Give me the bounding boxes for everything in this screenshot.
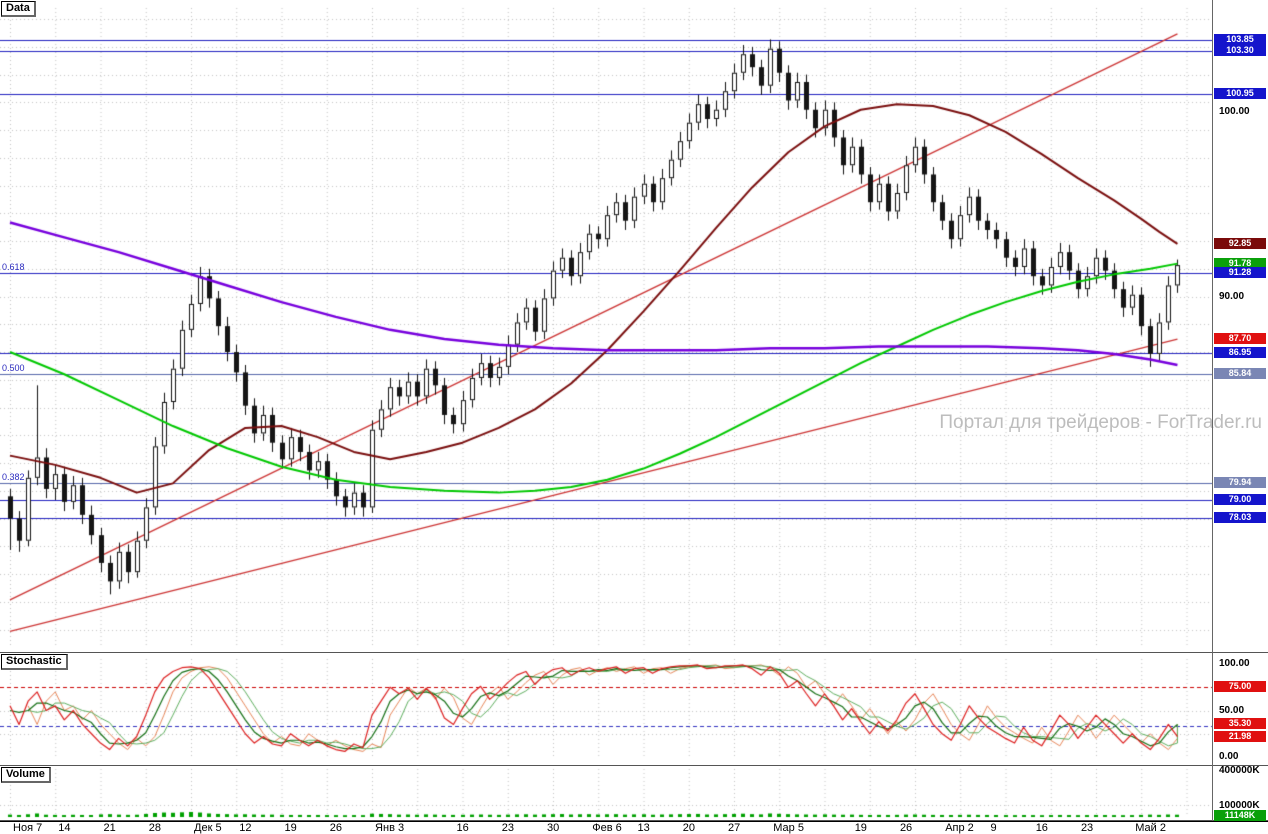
volume-canvas[interactable] — [0, 766, 1212, 820]
volume-panel: Volume — [0, 766, 1268, 821]
price-axis-label: 79.94 — [1214, 476, 1266, 488]
date-axis-label: 23 — [501, 822, 514, 834]
price-axis-label: 103.85 — [1214, 34, 1266, 46]
date-axis-label: Фев 6 — [592, 822, 622, 834]
panel-tab-volume[interactable]: Volume — [1, 767, 51, 783]
date-axis-label: Май 2 — [1135, 822, 1166, 834]
volume-axis-label: 100000K — [1219, 799, 1260, 811]
date-axis-label: 20 — [682, 822, 695, 834]
date-axis-label: 9 — [990, 822, 997, 834]
date-axis-label: 12 — [239, 822, 252, 834]
axis-divider — [1212, 0, 1213, 821]
price-axis-label: 91.78 — [1214, 257, 1266, 269]
stochastic-axis-label: 35.30 — [1214, 718, 1266, 730]
price-axis-label: 90.00 — [1219, 290, 1245, 302]
panel-tab-data[interactable]: Data — [1, 1, 36, 17]
price-axis-label: 100.00 — [1219, 105, 1250, 117]
date-axis-label: 26 — [329, 822, 343, 834]
price-axis-label: 85.84 — [1214, 367, 1266, 379]
price-axis-label: 86.95 — [1214, 346, 1266, 358]
date-axis-label: 13 — [637, 822, 650, 834]
date-axis-label: 26 — [899, 822, 913, 834]
date-axis: Ноя 7 14 21 28 Дек 5 12 19 26 Янв 3 16 23 30 Фев 6 13… — [0, 821, 1268, 834]
date-axis-label: 30 — [547, 822, 560, 834]
date-axis-label: 16 — [456, 822, 469, 834]
date-axis-label: 27 — [728, 822, 741, 834]
date-axis-label: Апр 2 — [945, 822, 974, 834]
fibonacci-level-label: 0.382 — [2, 471, 25, 482]
date-axis-label: 28 — [148, 822, 162, 834]
date-axis-label: 19 — [854, 822, 867, 834]
date-axis-label: Мар 5 — [773, 822, 804, 834]
price-panel: Data Портал для трейдеров - ForTrader.ru — [0, 0, 1268, 653]
volume-axis-label: 11148K — [1214, 809, 1266, 821]
date-axis-label: Ноя 7 — [13, 822, 43, 834]
stochastic-axis-label: 21.98 — [1214, 730, 1266, 742]
stochastic-axis-label: 75.00 — [1214, 681, 1266, 693]
date-axis-label: 16 — [1035, 822, 1048, 834]
date-axis-label: 23 — [1080, 822, 1094, 834]
price-axis-label: 79.00 — [1214, 494, 1266, 506]
fibonacci-level-label: 0.618 — [2, 261, 25, 272]
volume-axis-label: 400000K — [1219, 765, 1260, 776]
date-axis-label: Дек 5 — [194, 822, 222, 834]
panel-tab-stochastic[interactable]: Stochastic — [1, 654, 68, 670]
date-axis-label: Янв 3 — [375, 822, 405, 834]
price-chart-canvas[interactable] — [0, 0, 1212, 652]
price-axis-label: 103.30 — [1214, 44, 1266, 56]
price-axis-label: 92.85 — [1214, 237, 1266, 249]
stochastic-canvas[interactable] — [0, 653, 1212, 765]
stochastic-axis-label: 100.00 — [1219, 658, 1250, 669]
stochastic-axis-label: 0.00 — [1219, 751, 1239, 762]
watermark: Портал для трейдеров - ForTrader.ru — [939, 412, 1262, 433]
price-axis-label: 91.28 — [1214, 266, 1266, 278]
price-axis-label: 78.03 — [1214, 511, 1266, 523]
price-axis-label: 87.70 — [1214, 333, 1266, 345]
date-axis-label: 19 — [284, 822, 297, 834]
date-axis-label: 21 — [103, 822, 116, 834]
price-axis-label: 100.95 — [1214, 88, 1266, 99]
date-axis-label: 14 — [58, 822, 71, 834]
stochastic-axis-label: 50.00 — [1219, 704, 1245, 716]
fibonacci-level-label: 0.500 — [2, 362, 25, 373]
stochastic-panel: Stochastic — [0, 653, 1268, 766]
